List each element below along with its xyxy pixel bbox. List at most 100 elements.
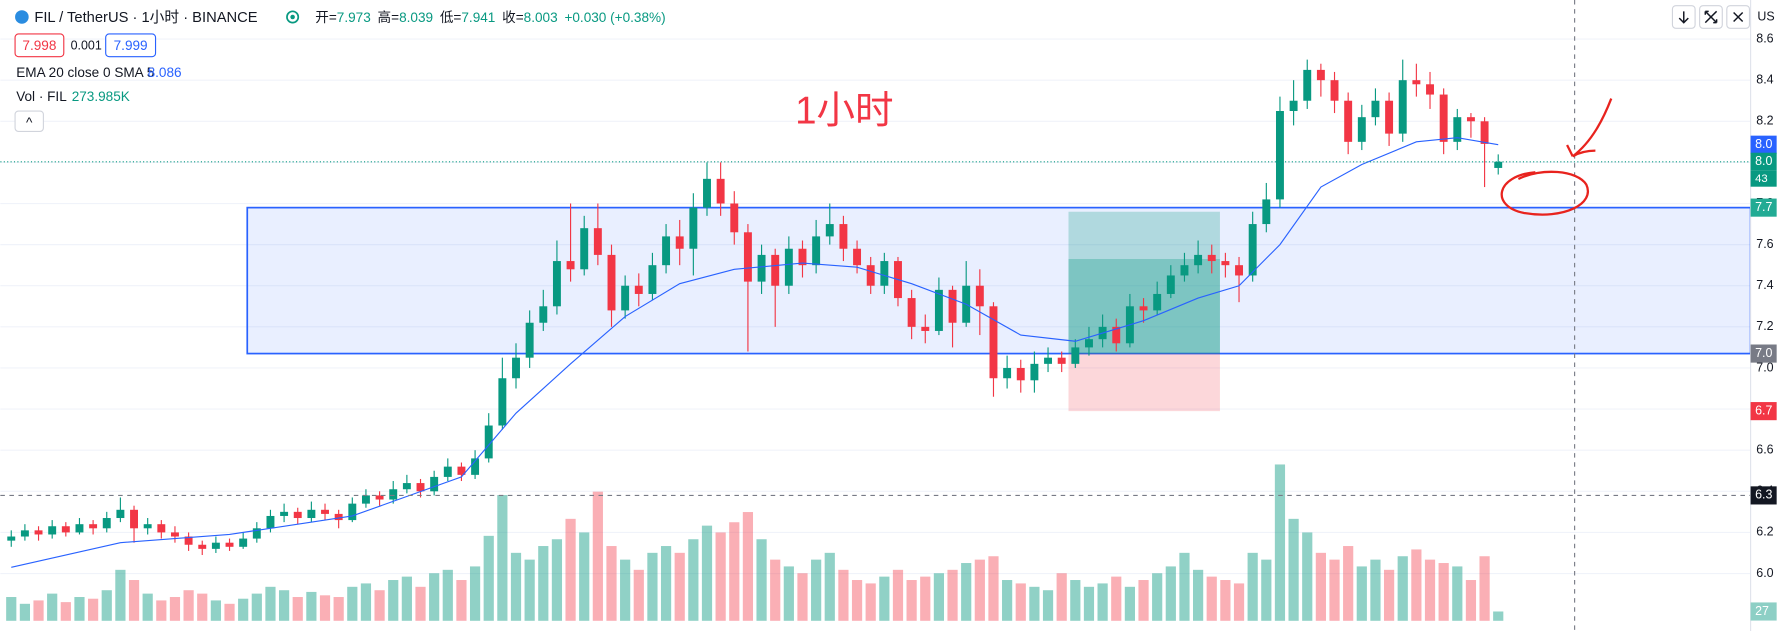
- volume-bar: [1247, 552, 1258, 621]
- volume-bar: [920, 576, 931, 621]
- price-badge-label: 6.7: [1755, 403, 1772, 417]
- candle-body: [61, 526, 70, 533]
- volume-bar: [1179, 552, 1190, 621]
- y-tick-label: 7.2: [1756, 319, 1773, 333]
- volume-bar: [1343, 546, 1354, 621]
- volume-bar: [510, 552, 522, 621]
- volume-bar: [1411, 549, 1422, 621]
- volume-bar: [333, 597, 344, 621]
- volume-bar: [415, 586, 426, 621]
- volume-bar: [811, 559, 822, 621]
- candle-body: [1303, 69, 1312, 101]
- volume-bar: [961, 563, 972, 621]
- candle-body: [402, 483, 411, 490]
- y-tick-label: 6.2: [1756, 525, 1773, 539]
- volume-bar: [729, 522, 740, 621]
- candle-body: [102, 518, 111, 529]
- candle-body: [1466, 117, 1475, 122]
- volume-bar: [906, 580, 917, 621]
- ohlc-label: 高=: [378, 9, 400, 25]
- candle-body: [375, 495, 384, 500]
- candle-body: [1316, 69, 1325, 81]
- volume-bar: [851, 580, 863, 621]
- candle-body: [1412, 80, 1421, 85]
- volume-bar: [783, 566, 794, 621]
- volume-bar: [19, 603, 30, 621]
- bid: 7.998: [22, 38, 56, 53]
- volume-bar: [1274, 464, 1286, 621]
- candle-body: [798, 248, 807, 266]
- vol-label: Vol · FIL: [16, 89, 67, 104]
- volume-bar: [701, 525, 713, 621]
- volume-bar: [1370, 559, 1381, 621]
- price-badge-label: 8.0: [1755, 154, 1772, 168]
- volume-bar: [824, 552, 835, 621]
- candle-body: [416, 483, 425, 492]
- volume-bar: [156, 600, 167, 621]
- collapse-button[interactable]: [14, 110, 44, 132]
- range-box: [246, 206, 1752, 355]
- candle-body: [1480, 121, 1489, 144]
- candle-body: [1194, 254, 1203, 266]
- volume-bar: [770, 559, 781, 621]
- volume-bar: [633, 569, 644, 621]
- volume-badge: [1750, 602, 1777, 621]
- volume-bar: [660, 546, 672, 621]
- candle-body: [1221, 261, 1230, 266]
- price-badge-label: 8.0: [1755, 137, 1772, 151]
- volume-bar: [169, 597, 181, 621]
- candle-body: [989, 306, 998, 379]
- candle-body: [907, 298, 916, 327]
- candle-body: [1248, 224, 1257, 276]
- market-status-dot: [290, 14, 295, 20]
- candle-body: [675, 236, 684, 249]
- volume-bar: [715, 532, 726, 621]
- price-badge-label: 7.0: [1755, 346, 1772, 360]
- volume-bar: [1015, 583, 1026, 621]
- volume-bar: [47, 593, 58, 621]
- candle-body: [225, 542, 234, 547]
- candle-body: [839, 224, 848, 249]
- volume-bar: [401, 576, 412, 621]
- collapse-icon: ^: [26, 115, 33, 130]
- volume-bar: [1315, 552, 1326, 621]
- volume-bar: [183, 590, 194, 621]
- candle-body: [757, 254, 766, 282]
- price-badge: [1750, 402, 1777, 421]
- volume-bar: [319, 595, 331, 621]
- volume-bar: [838, 569, 849, 621]
- candle-body: [1398, 80, 1407, 134]
- candle-body: [1057, 357, 1066, 364]
- ohlc-value: 8.003: [524, 10, 558, 25]
- volume-bar: [1329, 559, 1340, 621]
- candle-body: [1139, 306, 1148, 311]
- volume-bar: [1220, 580, 1231, 621]
- volume-bar: [974, 559, 985, 621]
- volume-bar: [1029, 586, 1040, 621]
- volume-bar: [756, 539, 767, 621]
- volume-bar: [1193, 569, 1204, 621]
- candle-body: [1385, 100, 1394, 134]
- y-tick-label: 6.6: [1756, 442, 1773, 456]
- volume-bar: [1138, 580, 1149, 621]
- volume-bar: [1452, 566, 1463, 621]
- volume-bar: [1479, 556, 1490, 621]
- volume-bar: [1233, 583, 1245, 621]
- ask-box[interactable]: [105, 33, 157, 58]
- volume-bar: [60, 602, 71, 621]
- volume-bar: [1206, 576, 1217, 621]
- bid-box[interactable]: [14, 33, 65, 58]
- volume-bar: [74, 597, 85, 621]
- price-badge: [1750, 198, 1777, 217]
- volume-bar: [1493, 611, 1504, 621]
- market-status: [286, 10, 300, 24]
- candle-body: [648, 265, 657, 294]
- candle-body: [75, 524, 84, 533]
- candle-body: [184, 536, 193, 545]
- volume-bar: [1083, 586, 1095, 621]
- candle-body: [948, 289, 957, 323]
- candle-body: [211, 542, 220, 549]
- volume-bar: [292, 597, 303, 621]
- icon-close: [1733, 11, 1744, 23]
